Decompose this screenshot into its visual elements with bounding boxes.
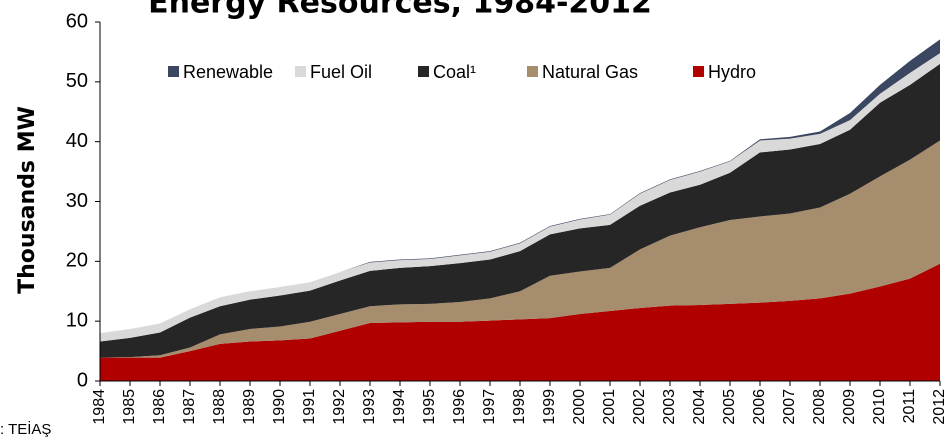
x-tick-label: 2002 — [631, 389, 648, 425]
y-tick-label: 50 — [66, 70, 88, 92]
y-tick-label: 40 — [66, 130, 88, 152]
legend-swatch — [295, 66, 306, 77]
y-tick-label: 20 — [66, 250, 88, 272]
legend-label: Fuel Oil — [310, 62, 372, 82]
x-tick-label: 2012 — [931, 389, 948, 425]
legend-label: Coal¹ — [433, 62, 476, 82]
x-tick-label: 1996 — [451, 389, 468, 425]
legend-swatch — [418, 66, 429, 77]
x-tick-label: 1997 — [481, 389, 498, 425]
legend-label: Renewable — [183, 62, 273, 82]
x-tick-label: 2011 — [901, 389, 918, 424]
x-tick-label: 1988 — [211, 389, 228, 425]
source: : TEİAŞ — [0, 420, 51, 438]
y-tick-label: 30 — [66, 190, 88, 212]
x-tick-label: 2004 — [691, 389, 708, 425]
x-tick-label: 1999 — [541, 389, 558, 425]
x-tick-label: 1985 — [121, 389, 138, 425]
x-tick-label: 1989 — [241, 389, 258, 425]
x-tick-label: 1994 — [391, 389, 408, 425]
x-tick-label: 2001 — [601, 389, 618, 425]
x-tick-label: 1992 — [331, 389, 348, 425]
y-axis-label: Thousands MW — [15, 106, 40, 294]
y-tick-label: 0 — [77, 369, 88, 391]
area — [100, 263, 940, 381]
x-tick-label: 1993 — [361, 389, 378, 425]
area — [100, 53, 940, 342]
x-tick-label: 1991 — [301, 389, 318, 425]
x-tick-label: 1990 — [271, 389, 288, 425]
legend-label: Natural Gas — [542, 62, 638, 82]
x-tick-label: 1984 — [91, 389, 108, 425]
x-tick-label: 1998 — [511, 389, 528, 425]
legend-swatch — [693, 66, 704, 77]
x-tick-label: 2005 — [721, 389, 738, 425]
x-tick-label: 2008 — [811, 389, 828, 425]
x-tick-label: 2006 — [751, 389, 768, 425]
y-tick-label: 60 — [66, 10, 88, 32]
y-tick-label: 10 — [66, 309, 88, 331]
legend-swatch — [168, 66, 179, 77]
area — [100, 140, 940, 358]
x-tick-label: 2000 — [571, 389, 588, 425]
x-tick-label: 2003 — [661, 389, 678, 425]
x-tick-label: 2010 — [871, 389, 888, 425]
chart-title: Energy Resources, 1984-2012 — [148, 0, 652, 21]
x-tick-label: 1986 — [151, 389, 168, 425]
legend-swatch — [527, 66, 538, 77]
area — [100, 63, 940, 358]
legend-label: Hydro — [708, 62, 756, 82]
x-tick-label: 1987 — [181, 389, 198, 425]
x-tick-label: 2009 — [841, 389, 858, 425]
x-tick-label: 1995 — [421, 389, 438, 425]
x-tick-label: 2007 — [781, 389, 798, 425]
